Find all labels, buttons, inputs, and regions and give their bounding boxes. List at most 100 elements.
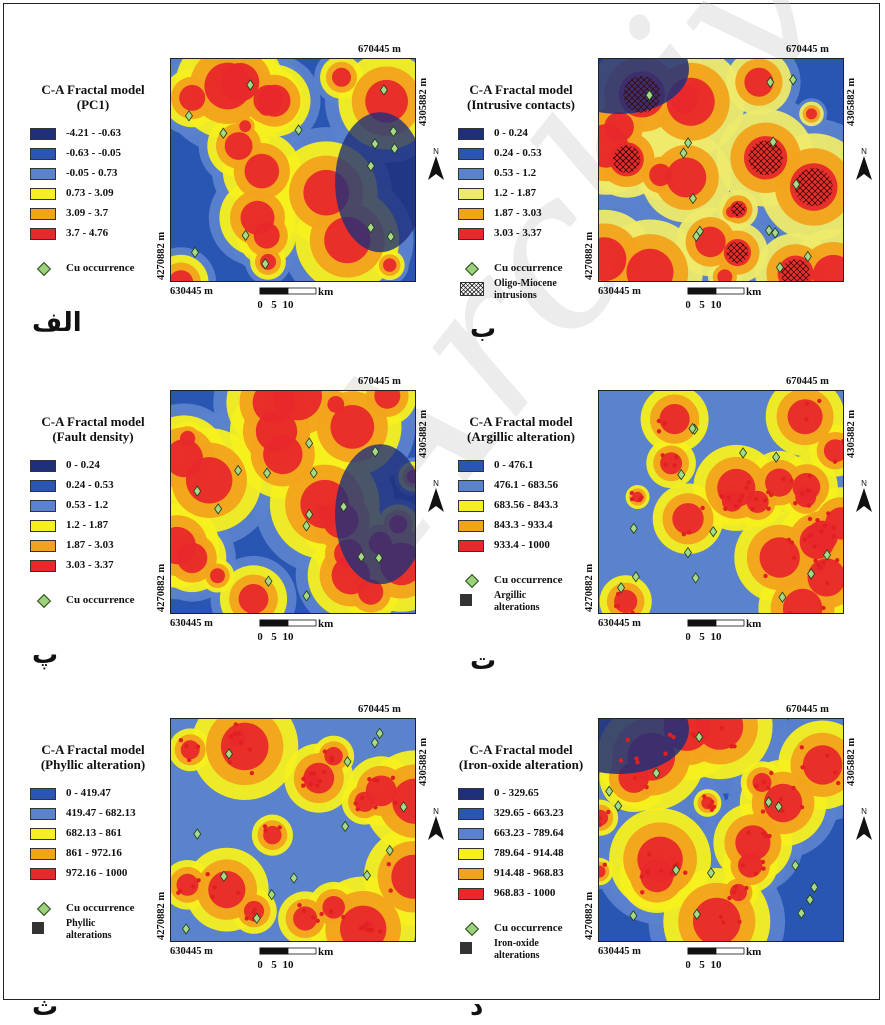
- scale-tick-label: 5: [271, 299, 277, 311]
- scale-tick-label: 5: [699, 959, 705, 971]
- cu-occurrence-marker: [339, 501, 348, 513]
- legend-swatch: [30, 788, 56, 800]
- scale-bar: km 0 5 10: [257, 618, 348, 648]
- scale-unit: km: [746, 946, 761, 958]
- cu-occurrence-legend-icon: [36, 593, 52, 609]
- legend-class-label: 419.47 - 682.13: [66, 807, 136, 819]
- cu-occurrence-marker: [357, 551, 366, 563]
- coord-left-vertical: 4270882 m: [584, 563, 595, 612]
- cu-occurrence-marker: [672, 864, 681, 876]
- map-raster: [599, 391, 843, 613]
- extra-legend-line2: alterations: [494, 950, 540, 961]
- legend-title: C-A Fractal model (Iron-oxide alteration): [446, 742, 596, 772]
- cu-occurrence-marker: [688, 192, 697, 205]
- cu-occurrence-marker: [370, 737, 379, 749]
- cu-occurrence-marker: [399, 801, 408, 813]
- cu-occurrence-marker: [764, 796, 773, 808]
- legend-swatch: [458, 188, 484, 200]
- north-label: N: [861, 479, 867, 488]
- cu-occurrence-marker: [803, 250, 812, 263]
- scale-tick-label: 10: [711, 299, 723, 311]
- map-raster: [599, 59, 843, 281]
- scale-tick-label: 10: [711, 959, 723, 971]
- map-canvas: [598, 390, 844, 614]
- scale-bar: km 0 5 10: [685, 946, 776, 976]
- cu-occurrence-marker: [374, 552, 383, 564]
- coord-right-vertical: 4305882 m: [846, 77, 857, 126]
- scale-bar: km 0 5 10: [257, 286, 348, 316]
- north-arrow-icon: N: [854, 806, 874, 842]
- cu-occurrence-label: Cu occurrence: [66, 262, 135, 274]
- map-panel-intrusive: C-A Fractal model (Intrusive contacts) 0 -…: [440, 40, 880, 365]
- cu-occurrence-marker: [371, 445, 380, 458]
- legend-class-label: 843.3 - 933.4: [494, 519, 553, 531]
- map-raster: [599, 719, 843, 941]
- cu-occurrence-marker: [214, 503, 223, 515]
- legend-swatch: [30, 868, 56, 880]
- cu-occurrence-label: Cu occurrence: [494, 574, 563, 586]
- cu-occurrence-marker: [193, 485, 202, 497]
- legend-swatch: [458, 848, 484, 860]
- legend-title: C-A Fractal model (Intrusive contacts): [446, 82, 596, 112]
- cu-occurrence-marker: [797, 907, 806, 919]
- map-panel-ironoxide: C-A Fractal model (Iron-oxide alteration)…: [440, 700, 880, 1025]
- cu-occurrence-label: Cu occurrence: [494, 262, 563, 274]
- cu-occurrence-marker: [629, 522, 638, 535]
- legend-class-label: 3.03 - 3.37: [66, 559, 114, 571]
- coord-top-right: 670445 m: [358, 44, 401, 55]
- map-canvas: [170, 718, 416, 942]
- panel-label: پ: [32, 640, 59, 670]
- north-arrow-icon: N: [426, 478, 446, 514]
- legend-title-line2: (Iron-oxide alteration): [458, 757, 584, 772]
- cu-occurrence-marker: [765, 224, 773, 237]
- legend-title-line2: (PC1): [76, 97, 110, 112]
- coord-left-vertical: 4270882 m: [584, 891, 595, 940]
- cu-occurrence-marker: [309, 467, 318, 479]
- legend-class-label: 0.24 - 0.53: [66, 479, 114, 491]
- cu-occurrence-marker: [182, 923, 191, 935]
- legend-class-label: 0 - 0.24: [494, 127, 528, 139]
- panel-label: الف: [32, 308, 82, 338]
- extra-legend-line1: Iron-oxide: [494, 938, 539, 949]
- legend-title-line2: (Fault density): [52, 429, 134, 444]
- scale-tick-label: 5: [699, 631, 705, 643]
- legend-title: C-A Fractal model (Phyllic alteration): [18, 742, 168, 772]
- cu-occurrence-marker: [791, 859, 800, 872]
- cu-occurrence-marker: [184, 110, 193, 122]
- scale-tick-label: 0: [258, 631, 263, 643]
- legend-class-label: 972.16 - 1000: [66, 867, 128, 879]
- cu-occurrence-legend-icon: [464, 261, 480, 277]
- map-raster: [171, 59, 415, 281]
- legend-class-label: -0.05 - 0.73: [66, 167, 118, 179]
- cu-occurrence-marker: [294, 124, 303, 136]
- cu-occurrence-marker: [805, 894, 814, 906]
- legend-class-label: 1.2 - 1.87: [66, 519, 109, 531]
- cu-occurrence-marker: [772, 451, 781, 463]
- north-arrow-icon: N: [854, 478, 874, 514]
- legend-class-label: 1.87 - 3.03: [494, 207, 542, 219]
- cu-occurrence-marker: [695, 731, 704, 743]
- map-canvas: [598, 718, 844, 942]
- cu-occurrence-legend-icon: [464, 573, 480, 589]
- extra-legend-line1: Argillic: [494, 590, 527, 601]
- map-panel-argillic: C-A Fractal model (Argillic alteration) 0 …: [440, 372, 880, 697]
- alteration-square-icon: [460, 594, 472, 606]
- legend-class-label: 0 - 329.65: [494, 787, 539, 799]
- north-label: N: [861, 147, 867, 156]
- legend-class-label: -4.21 - -0.63: [66, 127, 121, 139]
- legend-swatch: [458, 788, 484, 800]
- cu-occurrence-marker: [679, 147, 688, 159]
- extra-legend-line1: Oligo-Miocene: [494, 278, 557, 289]
- cu-occurrence-marker: [375, 727, 384, 740]
- legend-title-line1: C-A Fractal model: [41, 82, 145, 97]
- legend-swatch: [30, 560, 56, 572]
- legend-class-label: 682.13 - 861: [66, 827, 122, 839]
- legend-class-label: 968.83 - 1000: [494, 887, 556, 899]
- cu-occurrence-marker: [789, 74, 798, 86]
- alteration-square-icon: [460, 942, 472, 954]
- cu-occurrence-marker: [289, 872, 298, 884]
- legend-class-label: 0.53 - 1.2: [66, 499, 109, 511]
- legend-swatch: [30, 148, 56, 160]
- panel-label: ث: [32, 992, 59, 1022]
- legend-class-label: 1.2 - 1.87: [494, 187, 537, 199]
